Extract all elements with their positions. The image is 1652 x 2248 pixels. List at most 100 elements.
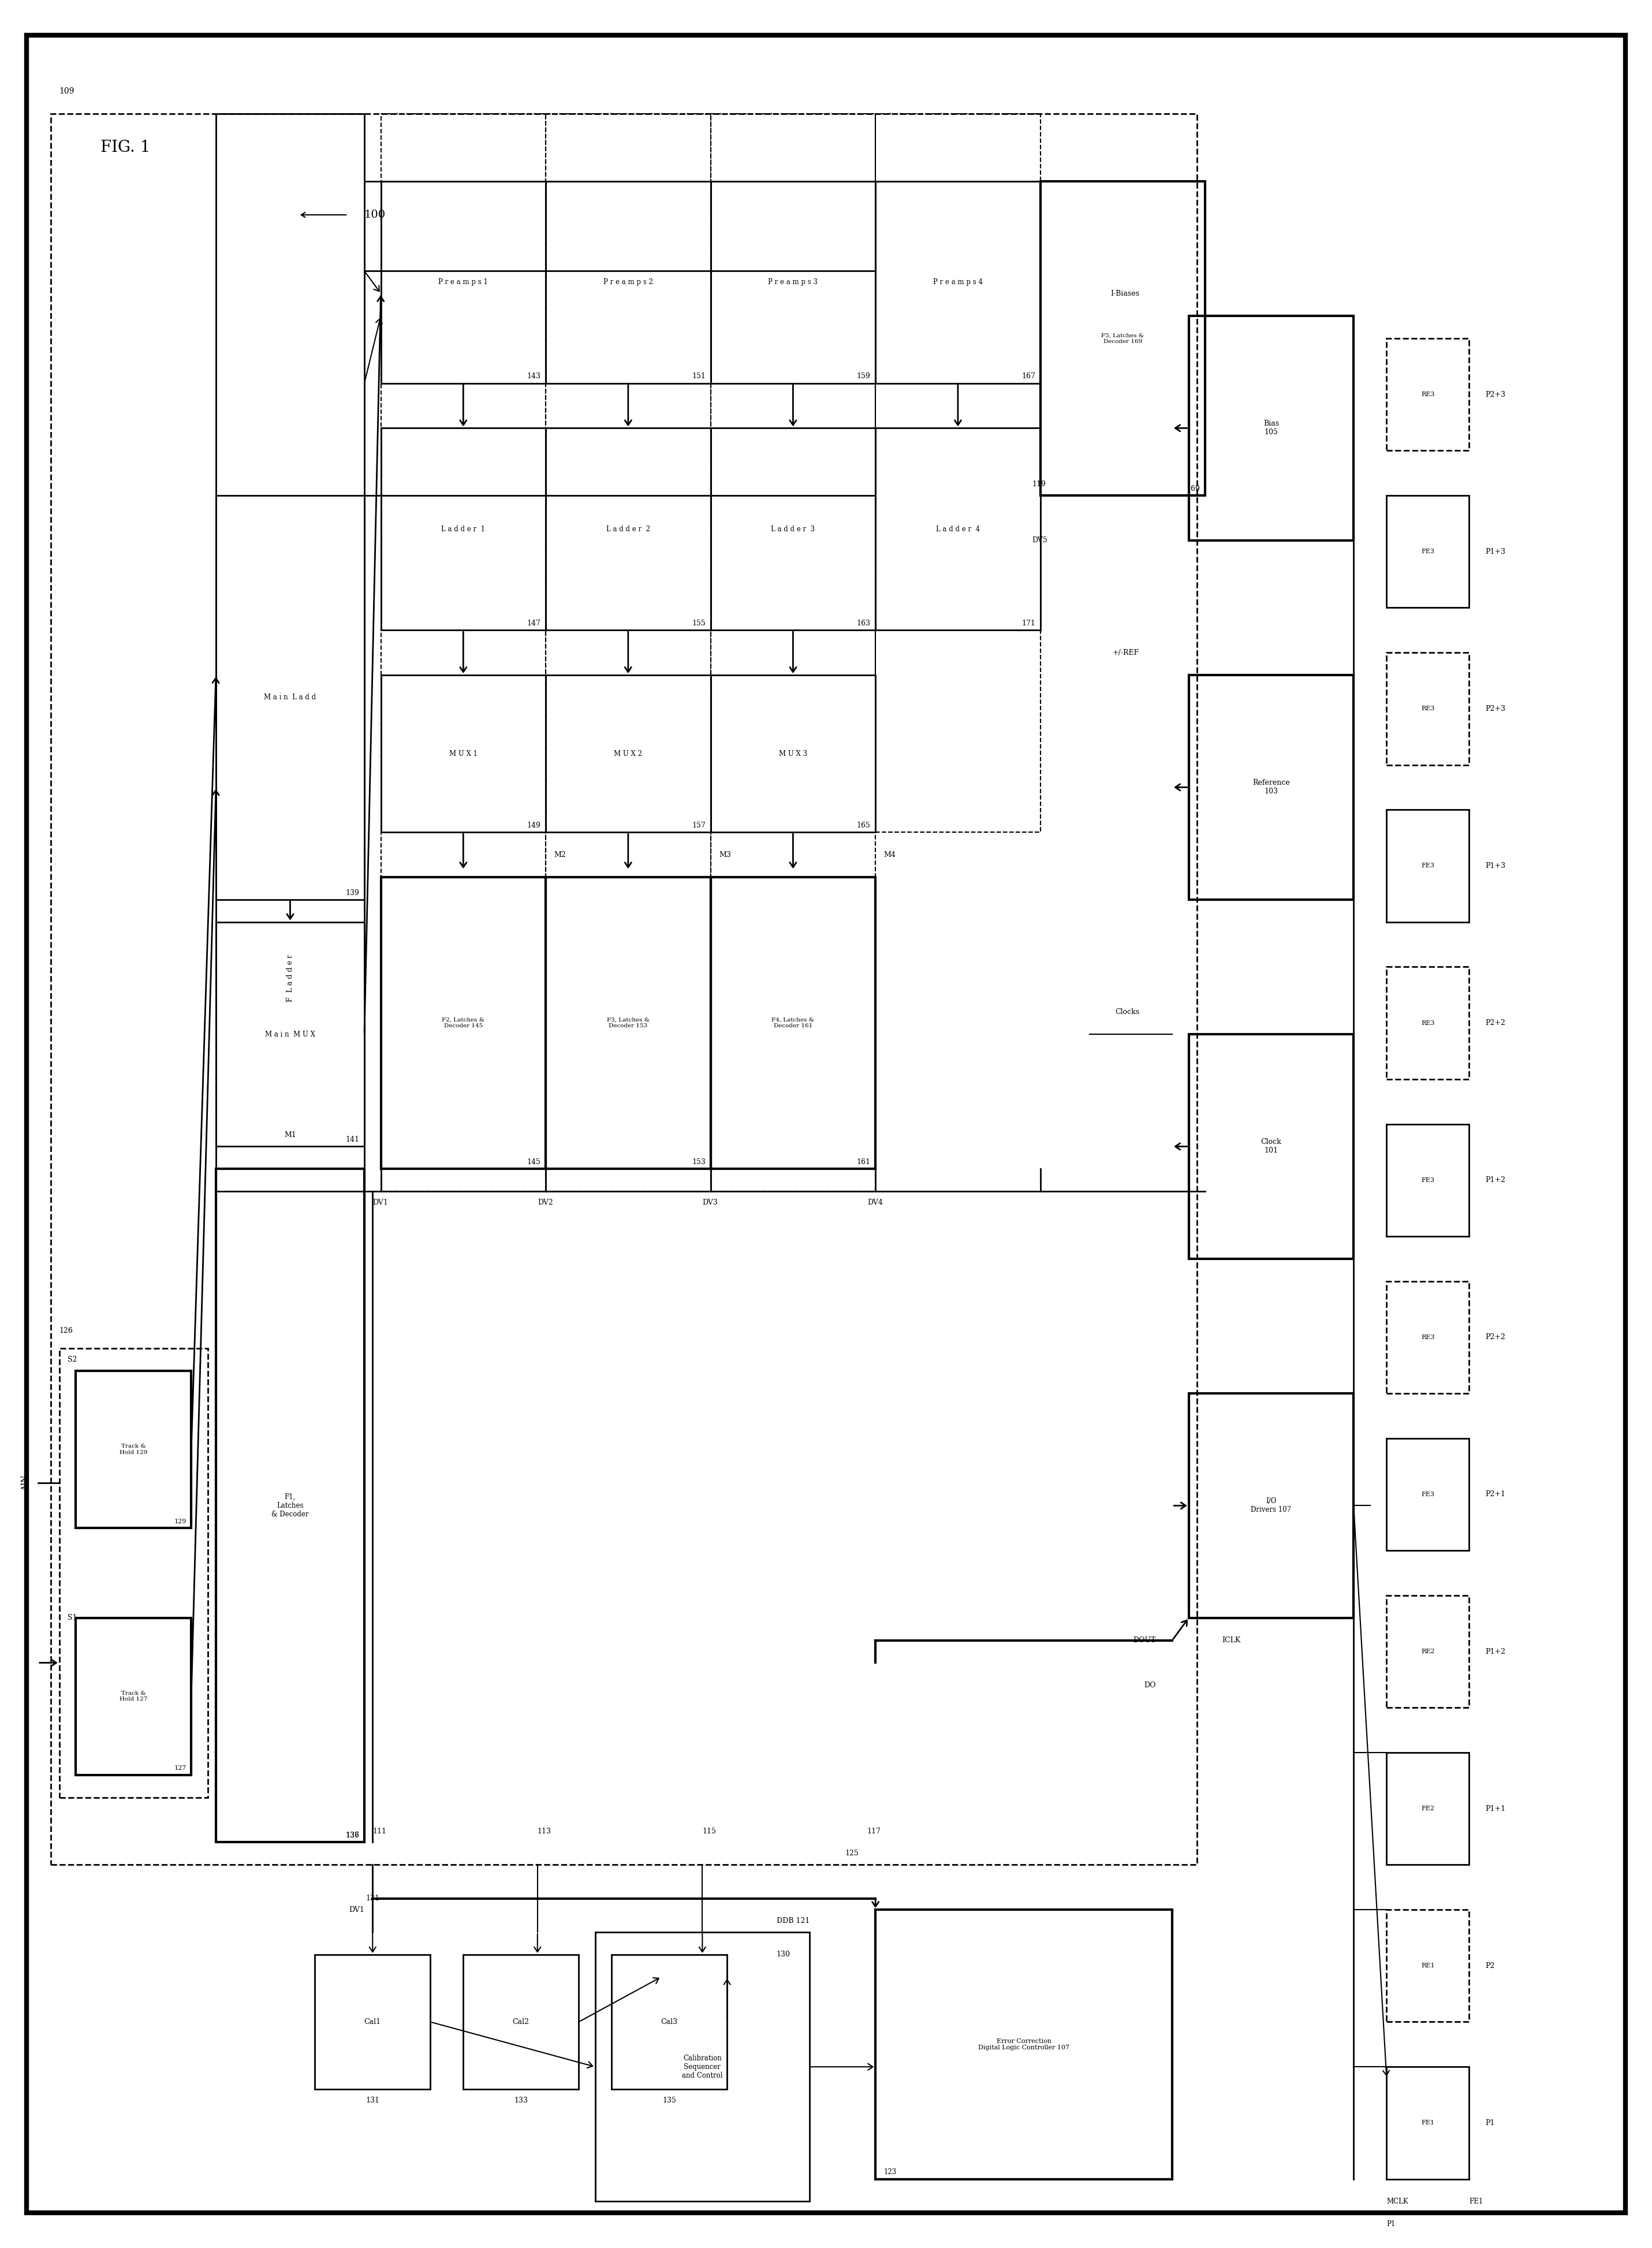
Text: DV1: DV1 [349, 1906, 365, 1913]
Text: P2+3: P2+3 [1485, 706, 1505, 713]
Text: 126: 126 [59, 1326, 73, 1335]
Text: ICLK: ICLK [1222, 1637, 1241, 1643]
Text: DV3: DV3 [702, 1198, 719, 1207]
Bar [1189, 1034, 1353, 1259]
Text: M1: M1 [284, 1131, 296, 1140]
Text: 153: 153 [692, 1158, 705, 1167]
Text: P2+3: P2+3 [1485, 391, 1505, 398]
Bar [1189, 1394, 1353, 1619]
Text: RE2: RE2 [1421, 1648, 1434, 1655]
Text: 159: 159 [857, 373, 871, 380]
Text: Track &
Hold 127: Track & Hold 127 [119, 1690, 147, 1702]
Text: L a d d e r  3: L a d d e r 3 [771, 526, 814, 533]
Text: P2+1: P2+1 [1485, 1490, 1505, 1497]
Bar [710, 182, 876, 382]
Text: Track &
Hold 129: Track & Hold 129 [119, 1443, 147, 1454]
Text: F3, Latches &
Decoder 153: F3, Latches & Decoder 153 [606, 1018, 649, 1030]
Text: M U X 1: M U X 1 [449, 751, 477, 758]
Bar [1189, 674, 1353, 899]
Text: P2+2: P2+2 [1485, 1018, 1505, 1027]
Text: M a i n  L a d d: M a i n L a d d [264, 695, 316, 701]
Bar [216, 1169, 365, 1843]
Text: +/-REF: +/-REF [1112, 650, 1140, 656]
Text: MCLK: MCLK [1386, 2199, 1409, 2205]
Text: FE3: FE3 [1421, 549, 1434, 555]
Text: M3: M3 [719, 852, 730, 859]
Bar [595, 1931, 809, 2201]
Text: RE3: RE3 [1421, 1335, 1434, 1340]
Bar [876, 1911, 1173, 2178]
Text: F4, Latches &
Decoder 161: F4, Latches & Decoder 161 [771, 1018, 814, 1030]
Text: Bias
105: Bias 105 [1264, 420, 1279, 436]
Bar [1386, 1596, 1469, 1708]
Bar [216, 115, 365, 1843]
Text: 127: 127 [173, 1765, 187, 1771]
Text: 130: 130 [776, 1951, 790, 1958]
Bar [382, 877, 545, 1169]
Text: 139: 139 [345, 888, 360, 897]
Bar [463, 1954, 578, 2088]
Bar [216, 495, 365, 899]
Bar [382, 115, 545, 1191]
Text: 111: 111 [373, 1828, 387, 1834]
Text: 163: 163 [857, 620, 871, 627]
Text: 109: 109 [59, 88, 74, 94]
Bar [1386, 1439, 1469, 1551]
Text: P r e a m p s 3: P r e a m p s 3 [768, 279, 818, 285]
Text: 151: 151 [692, 373, 705, 380]
Text: P r e a m p s 2: P r e a m p s 2 [603, 279, 653, 285]
Bar [545, 427, 710, 629]
Text: 137: 137 [345, 1832, 360, 1839]
Text: S1: S1 [68, 1614, 78, 1621]
Text: DV5: DV5 [1032, 537, 1047, 544]
Text: P1+3: P1+3 [1485, 861, 1507, 870]
Text: 149: 149 [527, 823, 540, 830]
Text: 113: 113 [537, 1828, 552, 1834]
Text: P r e a m p s 4: P r e a m p s 4 [933, 279, 983, 285]
Bar [1386, 809, 1469, 922]
Text: FE1: FE1 [1469, 2199, 1483, 2205]
Text: P1: P1 [1485, 2120, 1495, 2127]
Bar [1386, 652, 1469, 764]
Text: F5, Latches &
Decoder 169: F5, Latches & Decoder 169 [1102, 333, 1145, 344]
Text: DOUT: DOUT [1133, 1637, 1156, 1643]
Text: P1+1: P1+1 [1485, 1805, 1507, 1812]
Text: 123: 123 [884, 2169, 897, 2176]
Text: 115: 115 [702, 1828, 715, 1834]
Bar [1386, 1753, 1469, 1866]
Text: FE1: FE1 [1421, 2120, 1434, 2127]
Text: 131: 131 [365, 2097, 380, 2104]
Text: M a i n  M U X: M a i n M U X [264, 1030, 316, 1039]
Text: DV4: DV4 [867, 1198, 882, 1207]
Bar [216, 922, 365, 1146]
Text: Cal2: Cal2 [512, 2019, 529, 2025]
Bar [545, 182, 710, 382]
Bar [1189, 317, 1353, 540]
Text: 129: 129 [173, 1517, 187, 1524]
Bar [1386, 337, 1469, 450]
Bar [710, 674, 876, 832]
Text: DV2: DV2 [537, 1198, 553, 1207]
Bar [876, 182, 1041, 382]
Text: 135: 135 [662, 2097, 676, 2104]
Text: 169: 169 [1186, 486, 1201, 492]
Text: 141: 141 [345, 1135, 360, 1144]
Text: 157: 157 [692, 823, 705, 830]
Bar [710, 115, 876, 1191]
Bar [1386, 1281, 1469, 1394]
Text: DDB 121: DDB 121 [776, 1918, 809, 1924]
Text: 167: 167 [1021, 373, 1036, 380]
Bar [59, 1349, 208, 1798]
Text: 143: 143 [527, 373, 540, 380]
Bar [1386, 1911, 1469, 2021]
Bar [382, 674, 545, 832]
Text: P1+3: P1+3 [1485, 549, 1507, 555]
Text: DO: DO [1143, 1682, 1156, 1688]
Text: M U X 2: M U X 2 [615, 751, 643, 758]
Text: I/O
Drivers 107: I/O Drivers 107 [1251, 1497, 1292, 1513]
Text: M U X 3: M U X 3 [778, 751, 808, 758]
Text: 117: 117 [867, 1828, 881, 1834]
Bar [382, 182, 545, 382]
Bar [76, 1371, 192, 1529]
Text: P1+2: P1+2 [1485, 1648, 1505, 1655]
